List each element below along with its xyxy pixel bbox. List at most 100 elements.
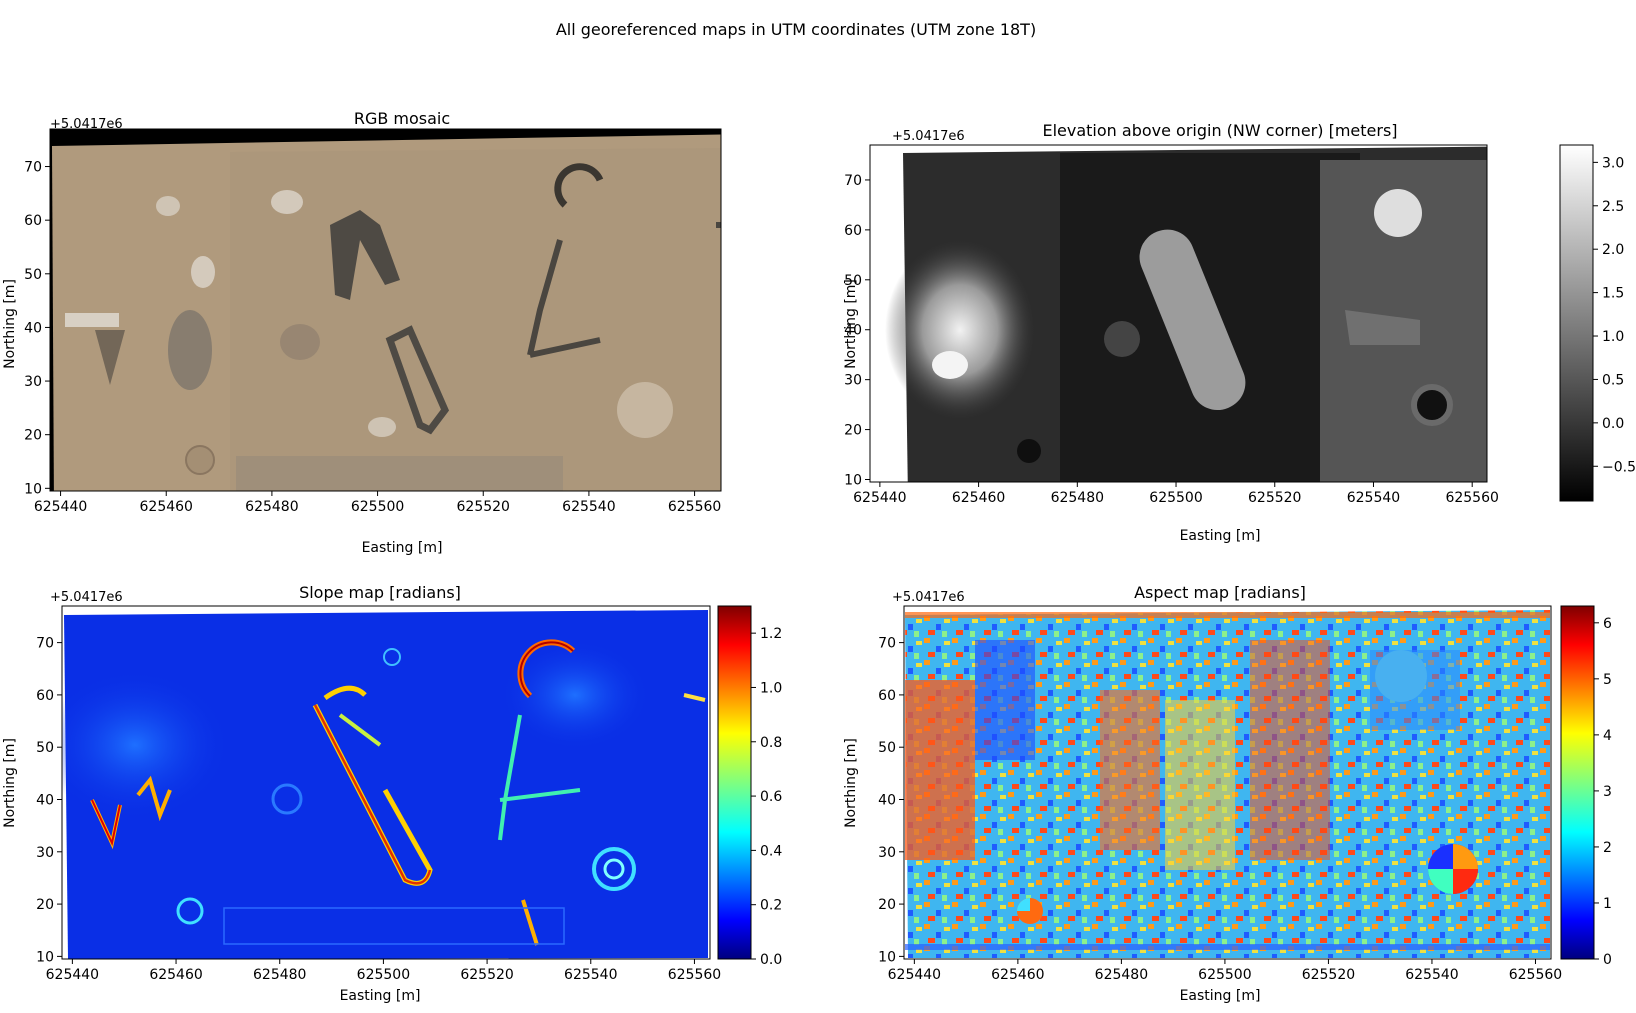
y-tick-label: 40 [24,320,42,336]
x-tick-label: 625520 [457,499,510,515]
slope-ylabel: Northing [m] [2,738,18,828]
y-tick-label: 30 [24,374,42,390]
aspect-title: Aspect map [radians] [1134,583,1306,602]
panel-aspect: Aspect map [radians] +5.0417e6 Easting [… [843,583,1612,1004]
x-tick-label: 625500 [357,967,410,983]
panel-elevation: Elevation above origin (NW corner) [mete… [843,121,1636,544]
y-tick-label: 70 [844,173,862,189]
y-tick-label: 30 [878,845,896,861]
x-tick-label: 625500 [1198,967,1251,983]
colorbar-tick-label: 0.8 [760,735,782,751]
panel-slope: Slope map [radians] +5.0417e6 Easting [m… [2,583,782,1004]
y-tick-label: 70 [36,636,54,652]
elevation-offset-label: +5.0417e6 [892,129,965,144]
slope-colorbar-ticks: 1.2 1.0 0.8 0.6 0.4 0.2 0.0 [751,626,782,968]
colorbar-tick-label: 3.0 [1602,155,1624,171]
rgb-offset-label: +5.0417e6 [50,117,123,132]
slope-xticks: 625440 625460 625480 625500 625520 625540 6255… [46,959,721,983]
elevation-ylabel: Northing [m] [843,279,859,369]
y-tick-label: 70 [24,160,42,176]
y-tick-label: 10 [24,481,42,497]
slope-offset-label: +5.0417e6 [50,590,123,605]
x-tick-label: 625480 [1051,490,1104,506]
x-tick-label: 625440 [34,499,87,515]
elevation-axes-frame [869,144,1488,483]
x-tick-label: 625480 [245,499,298,515]
rgb-yticks: 10 20 30 40 50 60 70 [24,160,50,497]
colorbar-tick-label: 3 [1603,784,1612,800]
aspect-image [904,606,1551,959]
y-tick-label: 20 [36,897,54,913]
elevation-colorbar-ticks: 3.0 2.5 2.0 1.5 1.0 0.5 0.0 −0.5 [1593,155,1636,475]
aspect-colorbar-ticks: 6 5 4 3 2 1 0 [1594,616,1612,968]
x-tick-label: 625520 [460,967,513,983]
colorbar-tick-label: 0 [1603,952,1612,968]
slope-yticks: 10 20 30 40 50 60 70 [36,636,62,965]
slope-image [62,606,710,959]
rgb-ylabel: Northing [m] [2,279,18,369]
aspect-offset-label: +5.0417e6 [892,590,965,605]
x-tick-label: 625460 [140,499,193,515]
y-tick-label: 60 [24,213,42,229]
aspect-colorbar [1560,605,1595,960]
y-tick-label: 50 [878,740,896,756]
x-tick-label: 625560 [668,499,721,515]
aspect-yticks: 10 20 30 40 50 60 70 [878,636,904,965]
colorbar-tick-label: 0.0 [1602,416,1624,432]
x-tick-label: 625560 [668,967,721,983]
colorbar-tick-label: 0.0 [760,952,782,968]
aspect-ylabel: Northing [m] [843,738,859,828]
slope-axes-frame [61,605,711,960]
x-tick-label: 625500 [351,499,404,515]
y-tick-label: 40 [844,323,862,339]
x-tick-label: 625440 [853,490,906,506]
y-tick-label: 60 [844,223,862,239]
figure-title: All georeferenced maps in UTM coordinate… [556,20,1036,39]
y-tick-label: 60 [36,688,54,704]
rgb-xlabel: Easting [m] [362,540,443,556]
y-tick-label: 10 [36,949,54,965]
rgb-image [50,129,721,491]
slope-title: Slope map [radians] [299,583,461,602]
x-tick-label: 625440 [46,967,99,983]
y-tick-label: 30 [36,845,54,861]
colorbar-tick-label: 2 [1603,840,1612,856]
y-tick-label: 40 [36,792,54,808]
y-tick-label: 50 [844,273,862,289]
rgb-xticks: 625440 625460 625480 625500 625520 625540 6255… [34,491,721,515]
elevation-yticks: 10 20 30 40 50 60 70 [844,173,870,489]
colorbar-tick-label: 6 [1603,616,1612,632]
aspect-axes-frame [903,605,1552,960]
elevation-colorbar [1559,144,1594,502]
rgb-title: RGB mosaic [354,109,450,128]
colorbar-tick-label: −0.5 [1602,459,1636,475]
y-tick-label: 30 [844,373,862,389]
rgb-axes-frame [49,128,722,492]
colorbar-tick-label: 1.5 [1602,286,1624,302]
slope-colorbar [717,605,752,960]
panel-rgb-mosaic: RGB mosaic +5.0417e6 Easting [m] Northin… [2,109,722,556]
elevation-xticks: 625440 625460 625480 625500 625520 625540 6255… [853,482,1499,506]
x-tick-label: 625480 [253,967,306,983]
y-tick-label: 20 [844,423,862,439]
colorbar-tick-label: 0.5 [1602,372,1624,388]
y-tick-label: 10 [878,949,896,965]
x-tick-label: 625480 [1095,967,1148,983]
colorbar-tick-label: 0.2 [760,898,782,914]
colorbar-tick-label: 2.0 [1602,242,1624,258]
x-tick-label: 625520 [1302,967,1355,983]
x-tick-label: 625560 [1509,967,1562,983]
y-tick-label: 50 [36,740,54,756]
colorbar-tick-label: 1 [1603,896,1612,912]
x-tick-label: 625560 [1445,490,1498,506]
x-tick-label: 625540 [1347,490,1400,506]
x-tick-label: 625460 [991,967,1044,983]
y-tick-label: 10 [844,473,862,489]
x-tick-label: 625500 [1149,490,1202,506]
colorbar-tick-label: 4 [1603,728,1612,744]
slope-xlabel: Easting [m] [340,988,421,1004]
elevation-xlabel: Easting [m] [1180,528,1261,544]
aspect-xlabel: Easting [m] [1180,988,1261,1004]
x-tick-label: 625540 [1405,967,1458,983]
colorbar-tick-label: 0.6 [760,789,782,805]
